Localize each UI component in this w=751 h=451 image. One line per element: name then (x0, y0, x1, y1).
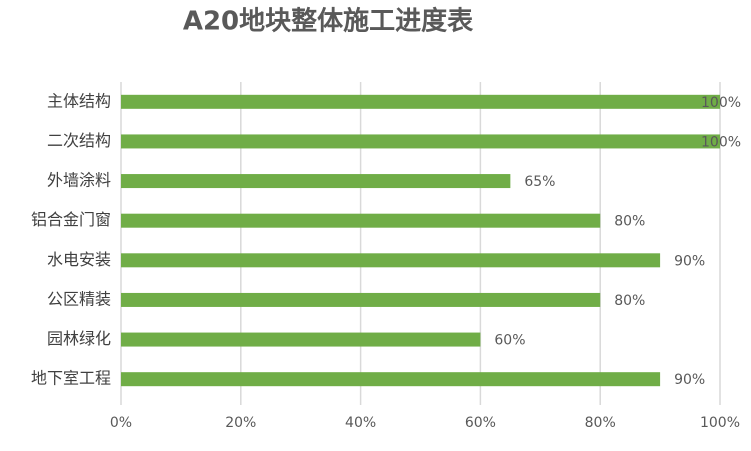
y-tick-label: 公区精装 (47, 289, 111, 308)
bar (121, 332, 481, 347)
y-tick-label: 水电安装 (47, 250, 111, 269)
bar (121, 134, 720, 149)
x-tick-label: 20% (225, 415, 256, 431)
bar (121, 213, 601, 228)
data-label: 90% (674, 253, 705, 269)
bar (121, 174, 511, 189)
x-tick-label: 40% (345, 415, 376, 431)
data-label: 80% (614, 293, 645, 309)
y-tick-label: 二次结构 (47, 131, 111, 150)
x-tick-label: 100% (700, 415, 740, 431)
data-label: 100% (701, 95, 741, 111)
x-tick-label: 0% (110, 415, 132, 431)
data-label: 60% (494, 333, 525, 349)
x-tick-label: 60% (465, 415, 496, 431)
bar (121, 372, 661, 387)
data-label: 80% (614, 214, 645, 230)
y-tick-label: 铝合金门窗 (31, 210, 111, 229)
data-label: 65% (524, 174, 555, 190)
y-tick-label: 外墙涂料 (47, 171, 111, 190)
y-tick-label: 地下室工程 (31, 369, 111, 388)
bar (121, 292, 601, 307)
x-tick-label: 80% (585, 415, 616, 431)
data-label: 100% (701, 134, 741, 150)
y-tick-label: 园林绿化 (47, 329, 111, 348)
bar (121, 253, 661, 268)
chart-title: A20地块整体施工进度表 (183, 6, 474, 37)
data-label: 90% (674, 372, 705, 388)
bar (121, 94, 720, 109)
y-tick-label: 主体结构 (47, 91, 111, 110)
